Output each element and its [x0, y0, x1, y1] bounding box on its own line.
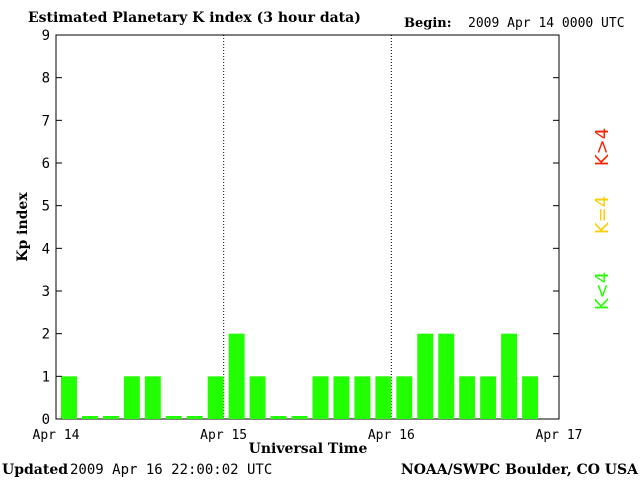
kp-bar: [270, 416, 287, 419]
plot-frame: [55, 34, 560, 420]
kp-bar: [102, 416, 119, 419]
kp-bar: [186, 416, 203, 419]
kp-bar: [312, 376, 329, 419]
kp-bar: [459, 376, 476, 419]
kp-bar: [417, 333, 434, 419]
kp-bar: [522, 376, 539, 419]
y-tick-label: 1: [42, 369, 50, 385]
begin-label: Begin:: [404, 16, 452, 31]
y-tick-label: 3: [42, 284, 50, 300]
kp-bar: [354, 376, 371, 419]
credit: NOAA/SWPC Boulder, CO USA: [401, 462, 639, 478]
x-tick-label: Apr 14: [33, 428, 80, 443]
day-separators: [223, 35, 392, 419]
kp-bar: [291, 416, 308, 419]
y-tick-label: 4: [42, 241, 50, 257]
y-tick-label: 2: [42, 327, 50, 343]
y-tick-label: 5: [42, 199, 50, 215]
kp-bar: [396, 376, 413, 419]
y-axis-label: Kp index: [15, 192, 31, 262]
legend-high: K>4: [592, 128, 613, 166]
y-tick-label: 6: [42, 156, 50, 172]
kp-bar: [123, 376, 140, 419]
kp-bar: [333, 376, 350, 419]
kp-bar: [144, 376, 161, 419]
kp-bar: [249, 376, 266, 419]
begin-value: 2009 Apr 14 0000 UTC: [468, 16, 625, 31]
kp-bar: [501, 333, 518, 419]
y-tick-label: 8: [42, 71, 50, 87]
updated-label: Updated: [2, 462, 68, 478]
x-tick-label: Apr 17: [536, 428, 583, 443]
x-tick-label: Apr 16: [368, 428, 415, 443]
kp-bar: [438, 333, 455, 419]
legend-equal: K=4: [592, 196, 613, 234]
y-axis: 0 1 2 3 4 5 6 7 8 9: [42, 28, 559, 428]
kp-bar: [81, 416, 98, 419]
y-tick-label: 0: [42, 412, 50, 428]
kp-bar: [375, 376, 392, 419]
kp-bar: [165, 416, 182, 419]
legend-low: K<4: [592, 272, 613, 310]
bars-group: [61, 333, 539, 419]
chart-title: Estimated Planetary K index (3 hour data…: [28, 10, 361, 26]
kp-bar: [480, 376, 497, 419]
y-tick-label: 9: [42, 28, 50, 44]
kp-bar: [228, 333, 245, 419]
kp-bar: [61, 376, 77, 419]
x-axis: Apr 14 Apr 15 Apr 16 Apr 17: [33, 428, 583, 443]
x-axis-label: Universal Time: [249, 441, 368, 457]
y-tick-label: 7: [42, 113, 50, 129]
x-tick-label: Apr 15: [200, 428, 247, 443]
updated-value: 2009 Apr 16 22:00:02 UTC: [70, 462, 272, 478]
kp-bar: [207, 376, 224, 419]
